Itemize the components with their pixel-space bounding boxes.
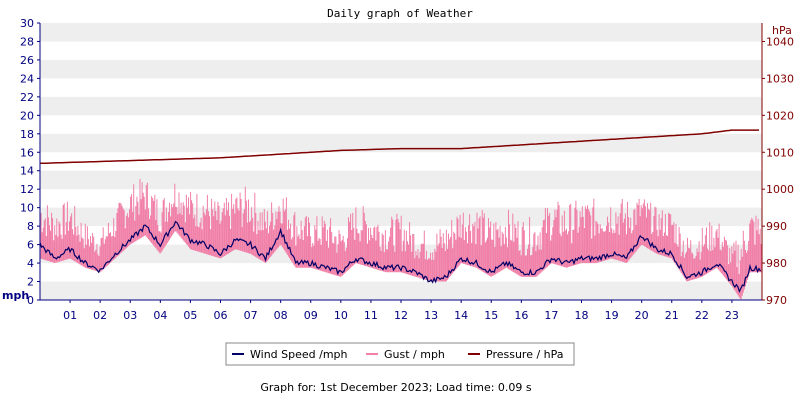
- x-axis-ticks: 01 02 03 04 05 06 07 08 09 10 11 12 13 14 15 16 17 18 19 20…: [63, 300, 739, 322]
- left-tick-label: 0: [27, 294, 34, 307]
- right-axis-unit: hPa: [772, 24, 792, 37]
- x-tick-label: 14: [454, 309, 468, 322]
- x-tick-label: 20: [635, 309, 649, 322]
- x-tick-label: 13: [424, 309, 438, 322]
- left-tick-label: 30: [20, 17, 34, 30]
- legend: Wind Speed /mph Gust / mph Pressure / hPa: [232, 348, 564, 361]
- left-tick-label: 20: [20, 109, 34, 122]
- x-tick-label: 12: [394, 309, 408, 322]
- x-tick-label: 07: [244, 309, 258, 322]
- legend-box: [225, 342, 575, 366]
- grid-band: [40, 281, 762, 300]
- grid-band: [40, 59, 762, 79]
- left-tick-label: 22: [20, 91, 34, 104]
- right-tick-label: 990: [766, 220, 787, 233]
- left-tick-label: 18: [20, 128, 34, 141]
- x-tick-label: 02: [93, 309, 107, 322]
- right-tick-label: 980: [766, 257, 787, 270]
- right-tick-label: 1000: [766, 183, 794, 196]
- x-tick-label: 22: [695, 309, 709, 322]
- left-tick-label: 28: [20, 35, 34, 48]
- right-tick-label: 1040: [766, 35, 794, 48]
- left-axis-unit: mph: [2, 289, 29, 302]
- left-tick-label: 2: [27, 276, 34, 289]
- x-tick-label: 21: [665, 309, 679, 322]
- line-series: [39, 129, 762, 294]
- x-tick-label: 23: [725, 309, 739, 322]
- x-tick-label: 03: [123, 309, 137, 322]
- right-tick-label: 970: [766, 294, 787, 307]
- x-tick-label: 04: [153, 309, 167, 322]
- x-tick-label: 01: [63, 309, 77, 322]
- grid-band: [40, 170, 762, 190]
- legend-label-pressure: Pressure / hPa: [486, 348, 564, 361]
- legend-label-wind: Wind Speed /mph: [250, 348, 348, 361]
- left-tick-label: 6: [27, 239, 34, 252]
- left-tick-label: 12: [20, 183, 34, 196]
- x-tick-label: 11: [364, 309, 378, 322]
- right-tick-label: 1010: [766, 146, 794, 159]
- grid-band: [40, 133, 762, 153]
- footer-text: Graph for: 1st December 2023; Load time:…: [260, 381, 532, 394]
- x-tick-label: 19: [605, 309, 619, 322]
- left-tick-label: 4: [27, 257, 34, 270]
- x-tick-label: 08: [274, 309, 288, 322]
- wind-speed-line: [39, 220, 762, 294]
- x-tick-label: 16: [514, 309, 528, 322]
- x-tick-label: 15: [484, 309, 498, 322]
- chart-title: Daily graph of Weather: [327, 7, 473, 20]
- x-tick-label: 17: [544, 309, 558, 322]
- left-tick-label: 14: [20, 165, 34, 178]
- x-tick-label: 18: [575, 309, 589, 322]
- grid-band: [40, 23, 762, 42]
- left-tick-label: 24: [20, 72, 34, 85]
- left-tick-label: 10: [20, 202, 34, 215]
- legend-label-gust: Gust / mph: [384, 348, 445, 361]
- x-tick-label: 05: [183, 309, 197, 322]
- x-tick-label: 09: [304, 309, 318, 322]
- right-tick-label: 1020: [766, 109, 794, 122]
- x-tick-label: 10: [334, 309, 348, 322]
- right-tick-label: 1030: [766, 72, 794, 85]
- left-tick-label: 16: [20, 146, 34, 159]
- left-tick-label: 26: [20, 54, 34, 67]
- right-axis-ticks: 970 980 990 1000 1010 1020 1030 1040: [762, 35, 794, 307]
- x-tick-label: 06: [214, 309, 228, 322]
- left-tick-label: 8: [27, 220, 34, 233]
- grid-band: [40, 96, 762, 116]
- pressure-line: [40, 129, 759, 165]
